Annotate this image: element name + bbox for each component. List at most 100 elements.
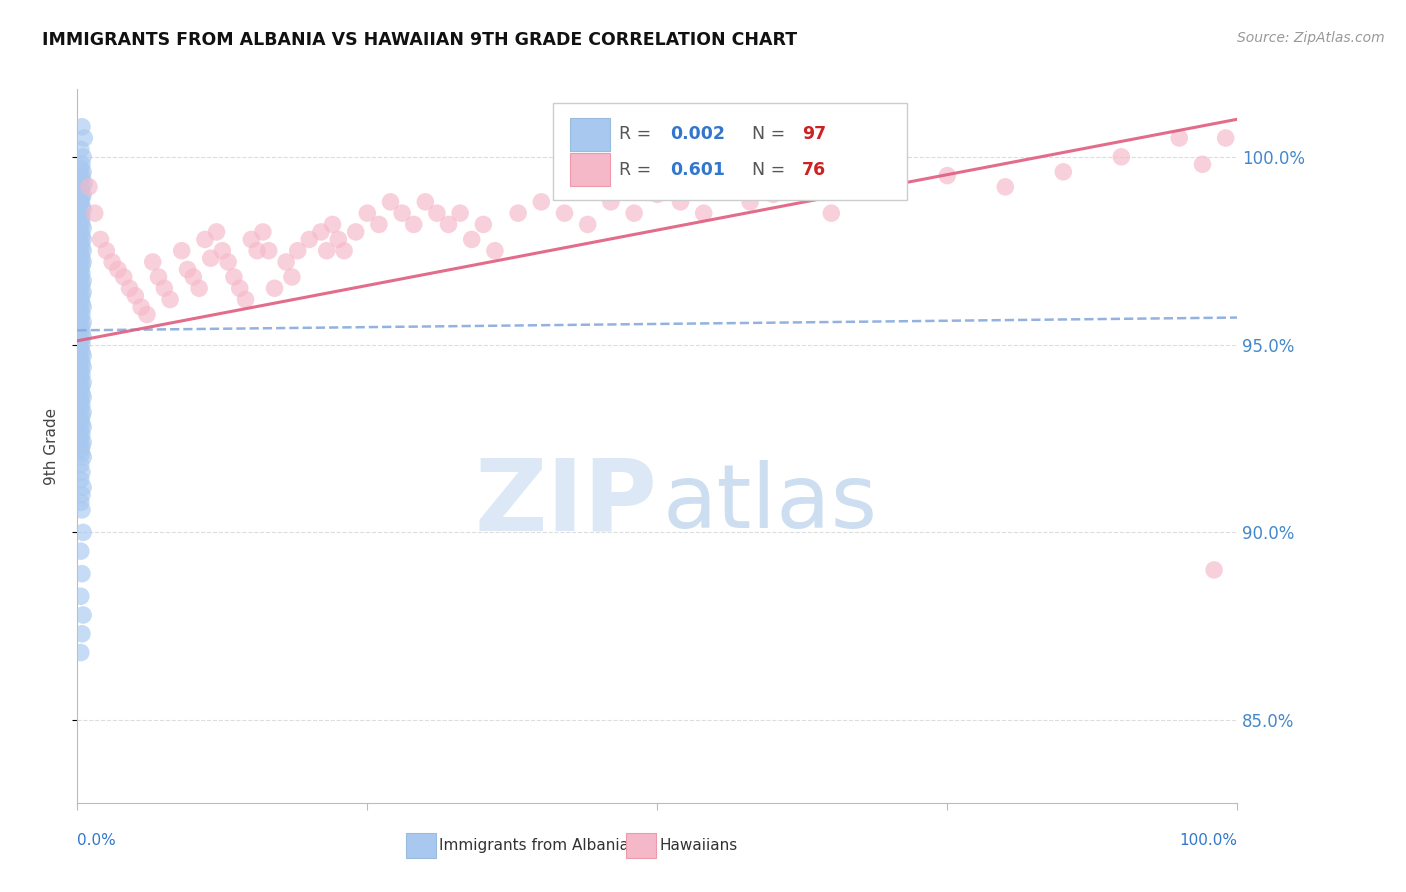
Point xyxy=(69,393,91,408)
Point xyxy=(1202,563,1225,577)
FancyBboxPatch shape xyxy=(571,153,610,186)
Point xyxy=(176,262,198,277)
Point xyxy=(69,262,91,277)
Text: Hawaiians: Hawaiians xyxy=(659,838,738,853)
Text: 100.0%: 100.0% xyxy=(1180,833,1237,847)
Point xyxy=(69,161,91,175)
Point xyxy=(72,375,94,389)
Point xyxy=(194,232,217,246)
Point xyxy=(368,218,391,232)
Point xyxy=(506,206,529,220)
Point xyxy=(413,194,436,209)
Point xyxy=(69,236,91,251)
Point xyxy=(72,221,94,235)
Point xyxy=(287,244,309,258)
Point xyxy=(69,342,91,356)
Point xyxy=(716,179,738,194)
Point xyxy=(762,187,785,202)
Point xyxy=(228,281,252,295)
Point xyxy=(69,225,91,239)
Point xyxy=(70,409,93,423)
Text: R =: R = xyxy=(619,125,657,143)
Point xyxy=(70,427,93,442)
Point xyxy=(72,607,94,622)
Point xyxy=(135,308,157,322)
Point xyxy=(69,371,91,385)
Point xyxy=(70,240,93,254)
Point xyxy=(70,289,93,303)
Point xyxy=(69,364,91,378)
Point xyxy=(936,169,959,183)
Point xyxy=(69,172,91,186)
Point xyxy=(72,285,94,299)
Point xyxy=(188,281,211,295)
Point xyxy=(183,270,205,285)
Point xyxy=(69,401,91,416)
Point xyxy=(70,398,93,412)
Point xyxy=(69,184,91,198)
Point xyxy=(1052,165,1074,179)
Point xyxy=(69,247,91,261)
Point xyxy=(118,281,141,295)
Point xyxy=(72,255,94,269)
Point xyxy=(449,206,471,220)
Point xyxy=(484,244,506,258)
Point xyxy=(669,194,692,209)
FancyBboxPatch shape xyxy=(626,833,657,858)
Point xyxy=(72,435,94,450)
Point xyxy=(240,232,263,246)
Point xyxy=(70,503,93,517)
Point xyxy=(70,446,93,460)
Point xyxy=(333,244,356,258)
Point xyxy=(69,424,91,438)
Point xyxy=(70,326,93,341)
Point xyxy=(170,244,193,258)
Point xyxy=(1215,131,1237,145)
Point xyxy=(83,206,105,220)
Text: 0.601: 0.601 xyxy=(671,161,725,178)
Point xyxy=(70,228,93,243)
Point xyxy=(69,432,91,446)
Point xyxy=(315,244,337,258)
Point xyxy=(647,187,669,202)
Point xyxy=(69,334,91,348)
Point xyxy=(69,352,91,367)
Point xyxy=(70,179,93,194)
Point xyxy=(70,259,93,273)
Point xyxy=(554,206,576,220)
Point xyxy=(72,420,94,434)
Point xyxy=(72,232,94,246)
Point xyxy=(72,187,94,202)
Point xyxy=(69,413,91,427)
Point xyxy=(70,308,93,322)
Point xyxy=(994,179,1017,194)
Point xyxy=(263,281,285,295)
Point xyxy=(96,244,118,258)
Point xyxy=(69,495,91,509)
Point xyxy=(205,225,228,239)
FancyBboxPatch shape xyxy=(571,118,610,151)
Point xyxy=(1168,131,1191,145)
Point xyxy=(426,206,449,220)
Text: Source: ZipAtlas.com: Source: ZipAtlas.com xyxy=(1237,31,1385,45)
Point xyxy=(281,270,304,285)
Point xyxy=(142,255,165,269)
Point xyxy=(70,345,93,359)
Point xyxy=(321,218,344,232)
Point xyxy=(328,232,350,246)
Point xyxy=(70,417,93,431)
Point xyxy=(309,225,332,239)
Point xyxy=(69,544,91,558)
Text: ZIP: ZIP xyxy=(474,455,658,551)
Point xyxy=(70,356,93,370)
Point xyxy=(69,206,91,220)
Point xyxy=(70,465,93,479)
Point xyxy=(200,251,222,265)
Point xyxy=(70,266,93,280)
Point xyxy=(70,566,93,581)
Point xyxy=(623,206,645,220)
Point xyxy=(70,199,93,213)
Point xyxy=(72,274,94,288)
Point xyxy=(72,480,94,494)
Point xyxy=(274,255,298,269)
